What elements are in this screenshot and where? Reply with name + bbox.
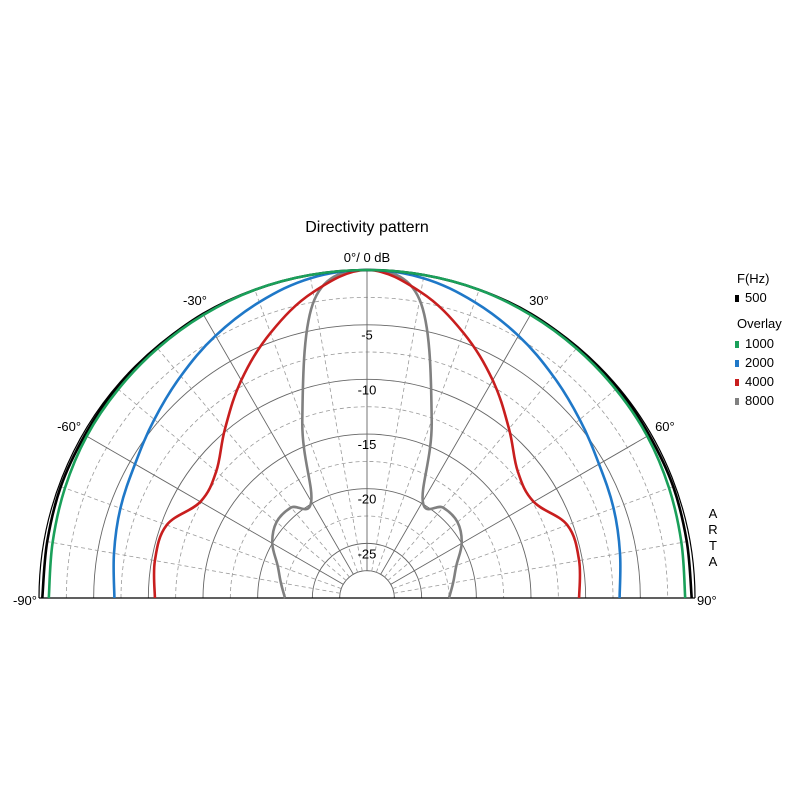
- arta-letter: T: [709, 538, 717, 553]
- legend-swatch-4000: [735, 379, 739, 386]
- legend-header-overlay: Overlay: [737, 316, 782, 331]
- series-curves: [41, 268, 693, 599]
- series-line-1000: [47, 268, 687, 599]
- radial-tick-label: -5: [361, 328, 373, 343]
- grid-spoke: [384, 346, 579, 578]
- arta-letter: A: [709, 506, 718, 521]
- legend-label-500: 500: [745, 290, 767, 305]
- grid-spoke: [387, 386, 619, 581]
- legend-swatch-500: [735, 295, 739, 302]
- angle-tick-label: 30°: [529, 293, 549, 308]
- grid-spoke: [371, 274, 425, 572]
- grid-spoke: [82, 433, 344, 585]
- grid-ring-minor: [175, 406, 559, 599]
- grid-spoke: [254, 289, 359, 573]
- grid-spoke: [392, 485, 676, 590]
- legend-label-4000: 4000: [745, 374, 774, 389]
- reference-label: 0°/ 0 dB: [344, 250, 390, 265]
- grid-ring-minor: [229, 461, 505, 599]
- radial-tick-label: -25: [358, 546, 377, 561]
- legend-label-1000: 1000: [745, 336, 774, 351]
- legend-swatch-1000: [735, 341, 739, 348]
- radial-tick-label: -10: [358, 382, 377, 397]
- grid-ring-inner: [339, 570, 395, 599]
- chart-title: Directivity pattern: [305, 219, 429, 236]
- grid-spoke: [393, 540, 691, 594]
- angle-tick-label: 90°: [697, 593, 717, 608]
- grid-spoke: [390, 433, 652, 585]
- radial-tick-label: -20: [358, 492, 377, 507]
- legend: F(Hz) 500 Overlay 1000 2000 4000 8000: [735, 271, 782, 408]
- legend-label-8000: 8000: [745, 393, 774, 408]
- arta-letter: R: [708, 522, 717, 537]
- grid-spoke: [115, 386, 347, 581]
- radial-tick-label: -15: [358, 437, 377, 452]
- grid-spoke: [309, 274, 363, 572]
- grid-spoke: [155, 346, 350, 578]
- grid-spoke: [202, 313, 354, 575]
- legend-swatch-2000: [735, 360, 739, 367]
- grid-spoke: [58, 485, 342, 590]
- angle-tick-label: -30°: [183, 293, 207, 308]
- legend-label-2000: 2000: [745, 355, 774, 370]
- legend-header-frequency: F(Hz): [737, 271, 770, 286]
- tick-labels: -90° -60° -30° 30° 60° 90° -5 -10 -15 -20 -25: [13, 293, 717, 608]
- grid-spoke: [380, 313, 532, 575]
- angle-tick-label: -60°: [57, 419, 81, 434]
- angle-tick-label: 60°: [655, 419, 675, 434]
- grid-spoke: [375, 289, 480, 573]
- angle-tick-label: -90°: [13, 593, 37, 608]
- legend-swatch-8000: [735, 398, 739, 405]
- grid-spoke: [43, 540, 341, 594]
- arta-letter: A: [709, 554, 718, 569]
